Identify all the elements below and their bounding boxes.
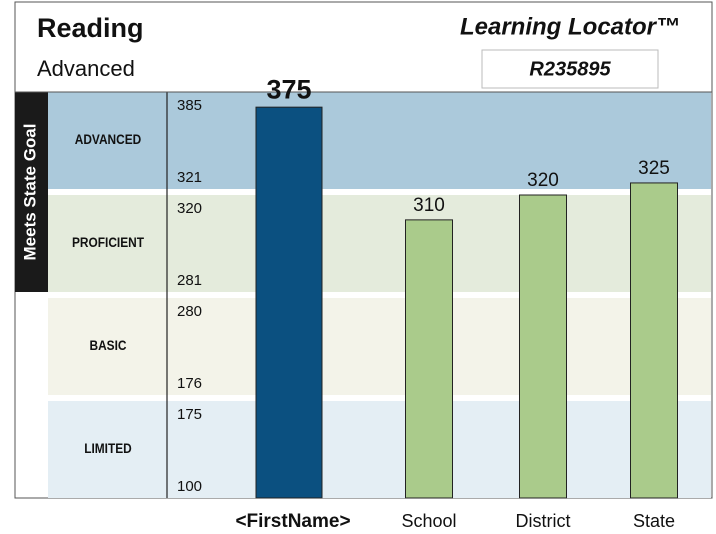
value-label: 325 [638,158,670,179]
x-tick-label: School [401,511,456,531]
bar [630,182,678,499]
y-tick-label: 280 [177,303,202,320]
subtitle: Advanced [37,56,135,81]
side-label-bg [15,92,48,292]
band [48,298,711,395]
band-name: PROFICIENT [72,234,144,250]
student-id: R235895 [529,58,611,80]
x-tick-label: District [516,511,571,531]
title: Reading [37,13,144,43]
y-tick-label: 385 [177,97,202,114]
y-tick-label: 320 [177,200,202,217]
y-tick-label: 281 [177,272,202,289]
value-label: 320 [527,170,559,191]
band-name: LIMITED [84,440,132,456]
bar [519,194,567,499]
bar [405,219,453,499]
band [48,401,711,498]
band-name: BASIC [89,337,127,353]
y-tick-label: 100 [177,478,202,495]
y-tick-label: 321 [177,169,202,186]
value-label: 310 [413,195,445,216]
x-tick-label: State [633,511,675,531]
band [48,92,711,189]
x-tick-label: <FirstName> [235,511,350,532]
y-tick-label: 176 [177,375,202,392]
value-label: 375 [266,74,311,104]
brand: Learning Locator™ [460,13,680,40]
band-name: ADVANCED [75,131,142,147]
band [48,195,711,292]
bar [255,106,323,499]
id-box [481,49,659,89]
y-tick-label: 175 [177,406,202,423]
side-label: Meets State Goal [20,124,39,261]
